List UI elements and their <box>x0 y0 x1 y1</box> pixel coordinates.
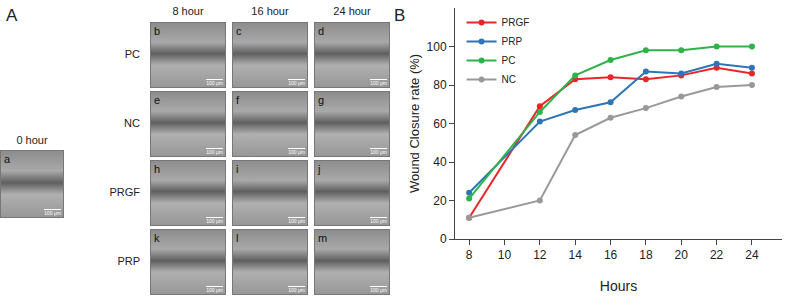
html-text:l: l <box>236 232 239 244</box>
html-text:100 μm: 100 μm <box>370 149 387 155</box>
html-text:24 hour: 24 hour <box>333 5 371 17</box>
html-text:100 μm: 100 μm <box>288 149 305 155</box>
svg-text:80: 80 <box>433 78 447 92</box>
html-text:8 hour: 8 hour <box>172 5 204 17</box>
html-text:100 μm: 100 μm <box>370 80 387 86</box>
html-text:g: g <box>318 94 325 106</box>
html-text:i: i <box>236 163 239 175</box>
html-text:NC: NC <box>124 117 140 129</box>
svg-text:22: 22 <box>710 248 724 262</box>
html-text:d: d <box>318 25 325 37</box>
svg-text:10: 10 <box>498 248 512 262</box>
svg-text:NC: NC <box>502 74 516 85</box>
html-text:16 hour: 16 hour <box>251 5 289 17</box>
html-text:100 μm: 100 μm <box>44 210 61 216</box>
html-text:j: j <box>318 163 321 175</box>
html-text:100 μm: 100 μm <box>288 287 305 293</box>
html-text:B: B <box>394 6 406 25</box>
svg-text:8: 8 <box>466 248 473 262</box>
svg-text:14: 14 <box>569 248 583 262</box>
svg-text:16: 16 <box>604 248 618 262</box>
html-text:100 μm: 100 μm <box>288 218 305 224</box>
html-text:100 μm: 100 μm <box>206 149 223 155</box>
html-text:100 μm: 100 μm <box>370 287 387 293</box>
html-text:h: h <box>154 163 161 175</box>
html-text:m: m <box>318 232 328 244</box>
svg-text:Hours: Hours <box>600 278 637 294</box>
svg-text:0: 0 <box>440 232 447 246</box>
html-text:PRP: PRP <box>117 255 140 267</box>
html-text:0 hour: 0 hour <box>16 134 48 146</box>
svg-text:PRP: PRP <box>502 36 523 47</box>
svg-text:20: 20 <box>433 194 447 208</box>
svg-text:24: 24 <box>745 248 759 262</box>
svg-text:PRGF: PRGF <box>502 17 530 28</box>
svg-text:PC: PC <box>502 55 516 66</box>
svg-text:40: 40 <box>433 155 447 169</box>
svg-text:Wound Closure rate (%): Wound Closure rate (%) <box>407 54 422 193</box>
html-text:100 μm: 100 μm <box>206 218 223 224</box>
html-text:e: e <box>154 94 161 106</box>
svg-text:18: 18 <box>639 248 653 262</box>
svg-text:20: 20 <box>675 248 689 262</box>
html-text:k: k <box>154 232 160 244</box>
html-text:A: A <box>6 6 18 25</box>
svg-text:12: 12 <box>533 248 547 262</box>
html-text:100 μm: 100 μm <box>370 218 387 224</box>
html-text:100 μm: 100 μm <box>206 287 223 293</box>
html-text:b: b <box>154 25 161 37</box>
html-text:100 μm: 100 μm <box>206 80 223 86</box>
html-text:c: c <box>236 25 242 37</box>
html-text:100 μm: 100 μm <box>288 80 305 86</box>
svg-text:60: 60 <box>433 117 447 131</box>
svg-text:100: 100 <box>427 40 447 54</box>
html-text:PRGF: PRGF <box>109 186 140 198</box>
html-text:PC: PC <box>124 48 140 60</box>
html-text:f: f <box>236 94 240 106</box>
html-text:a: a <box>4 153 11 165</box>
